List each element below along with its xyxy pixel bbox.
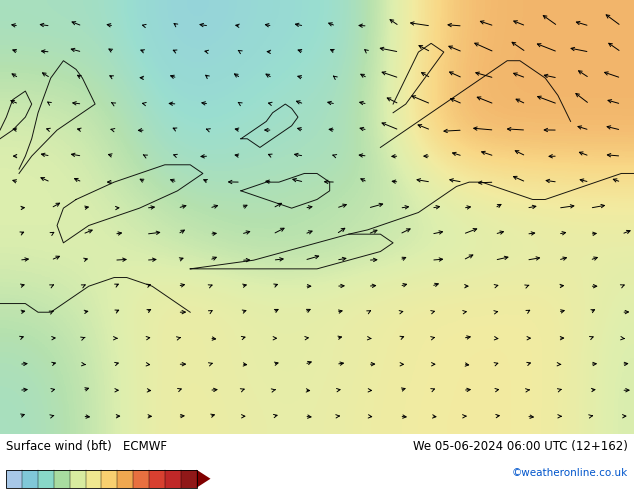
Text: ©weatheronline.co.uk: ©weatheronline.co.uk xyxy=(512,468,628,478)
Bar xyxy=(54,470,70,488)
Bar xyxy=(165,470,181,488)
Bar xyxy=(86,470,101,488)
Bar xyxy=(181,470,197,488)
Text: We 05-06-2024 06:00 UTC (12+162): We 05-06-2024 06:00 UTC (12+162) xyxy=(413,441,628,453)
Bar xyxy=(38,470,54,488)
Bar xyxy=(149,470,165,488)
Text: Surface wind (bft)   ECMWF: Surface wind (bft) ECMWF xyxy=(6,441,167,453)
Bar xyxy=(22,470,38,488)
Bar xyxy=(101,470,117,488)
Polygon shape xyxy=(197,470,210,488)
Bar xyxy=(133,470,149,488)
Bar xyxy=(6,470,197,488)
Bar xyxy=(117,470,133,488)
Bar xyxy=(6,470,22,488)
Bar xyxy=(70,470,86,488)
